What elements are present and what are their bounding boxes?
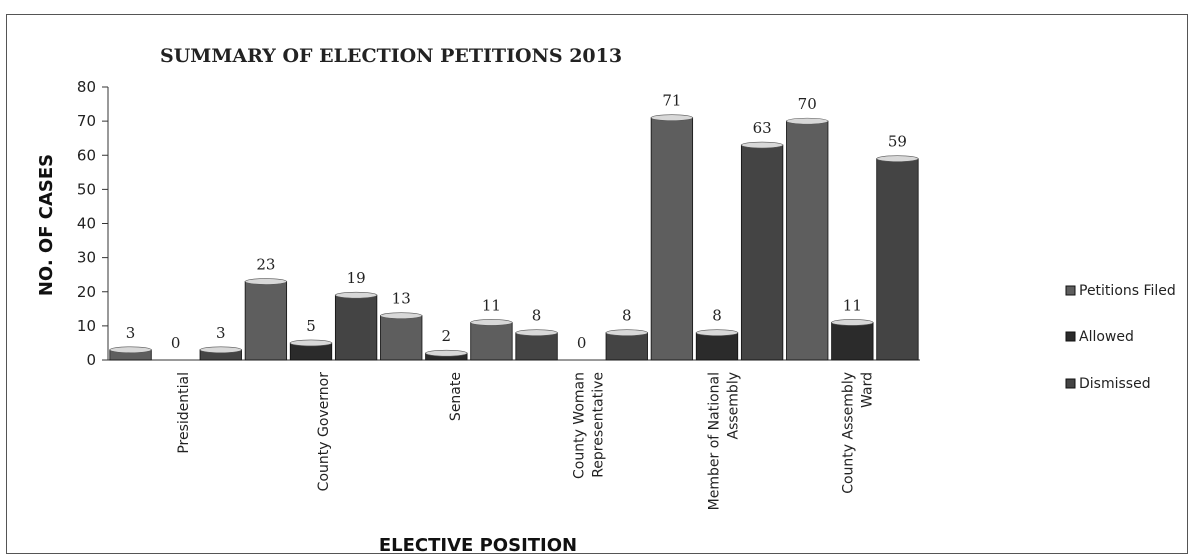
bar [470,322,513,361]
y-tick-label: 0 [86,351,96,369]
category-labels: Presidential County Governor Senate County … [176,372,876,511]
data-label: 19 [347,269,366,287]
data-label: 11 [843,296,862,314]
bar [786,120,829,361]
bars [109,114,919,361]
legend-label: Dismissed [1079,376,1151,392]
data-labels: 3 0 3 23 5 19 13 2 11 8 0 8 71 8 63 70 11 59 [126,92,907,352]
legend: Petitions Filed Allowed Dismissed [1065,283,1176,392]
y-tick-label: 50 [77,180,96,198]
data-label: 23 [256,256,275,274]
bar-cap [515,329,558,337]
category-label: County Woman Representative [572,372,607,479]
data-label: 3 [126,324,136,342]
bar-cap [650,114,693,122]
y-axis: 0 10 20 30 40 50 60 70 80 [77,78,109,369]
bar [380,315,423,361]
category-label: Presidential [176,372,192,454]
bar [876,158,919,361]
data-label: 3 [216,324,226,342]
bar-cap [695,329,739,337]
chart-title: SUMMARY OF ELECTION PETITIONS 2013 [160,45,622,67]
chart-frame [6,14,1188,554]
bar [244,281,288,361]
category-label-line: County Governor [316,372,332,492]
y-tick-label: 30 [77,249,96,267]
y-tick-label: 10 [77,317,96,335]
data-label: 8 [622,307,632,325]
data-label: 0 [171,334,181,352]
bar-cap [876,155,919,162]
bar-cap [109,346,152,354]
x-axis-title: ELECTIVE POSITION [379,535,577,556]
bar [831,322,874,361]
bar [695,332,739,361]
bar-cap [380,312,423,319]
category-label-line: Ward [860,372,876,408]
bar [740,144,784,361]
data-label: 71 [662,92,681,110]
data-label: 8 [532,307,542,325]
bar-cap [786,117,829,125]
legend-swatch [1065,378,1076,389]
bar-cap [289,339,333,347]
bar-cap [470,319,513,326]
category-label-line: Assembly [726,372,742,439]
category-label-line: Senate [448,372,464,421]
legend-swatch [1065,331,1076,342]
bar-cap [741,141,784,149]
category-label-line: Representative [591,372,607,478]
category-label: Senate [448,372,464,421]
category-label-line: Presidential [176,372,192,454]
category-label-line: County Assembly [841,372,857,494]
bar-cap [199,346,242,354]
bar-cap [425,349,468,357]
data-label: 63 [753,119,772,137]
category-label: County Assembly Ward [841,372,876,494]
category-label: Member of National Assembly [707,372,742,510]
bar-cap [244,278,287,285]
legend-label: Allowed [1079,329,1134,345]
y-axis-title: NO. OF CASES [36,154,57,296]
y-tick-label: 80 [77,78,96,96]
bar [650,117,694,361]
bar-cap [605,329,648,337]
data-label: 2 [442,327,452,345]
data-label: 11 [482,296,501,314]
bar [515,332,558,361]
bar-cap [831,319,874,326]
category-label-line: Member of National [707,372,723,510]
data-label: 8 [712,307,722,325]
legend-swatch [1065,285,1076,296]
bar-cap [335,291,378,299]
data-label: 13 [392,290,411,308]
y-tick-label: 40 [77,215,96,233]
data-label: 70 [798,95,817,113]
legend-label: Petitions Filed [1079,283,1176,299]
y-tick-label: 70 [77,112,96,130]
y-tick-label: 20 [77,283,96,301]
data-label: 59 [888,133,907,151]
bar [334,294,378,361]
category-label-line: County Woman [572,372,588,479]
y-tick-label: 60 [77,146,96,164]
category-label: County Governor [316,372,332,492]
data-label: 5 [306,317,316,335]
bar [605,332,648,361]
data-label: 0 [577,334,587,352]
